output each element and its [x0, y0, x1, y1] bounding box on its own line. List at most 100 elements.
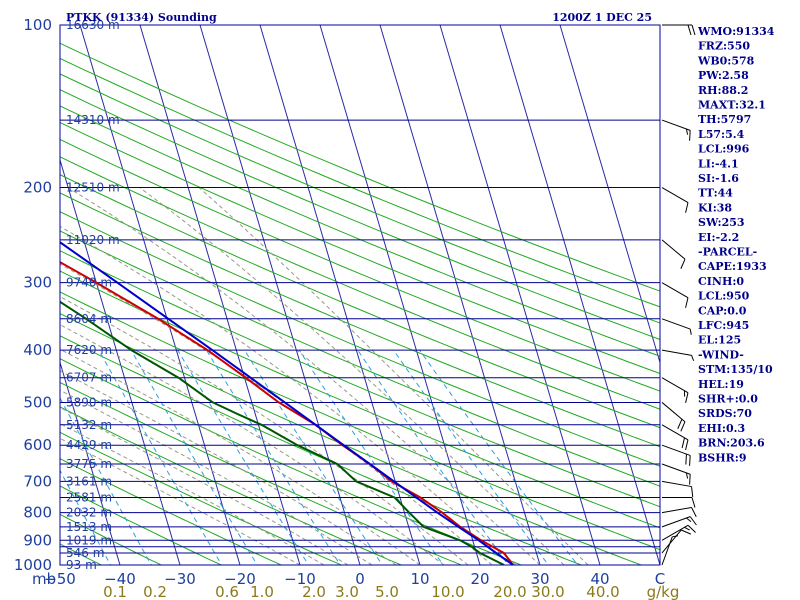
height-label: 16630 m	[66, 18, 120, 32]
wind-barb	[662, 497, 696, 508]
temperature-tick-label: 40	[590, 570, 609, 588]
height-label: 8604 m	[66, 312, 112, 326]
height-label: 14310 m	[66, 113, 120, 127]
height-label: 6707 m	[66, 371, 112, 385]
temperature-tick-label: −10	[284, 570, 316, 588]
mixing-ratio-line	[130, 349, 258, 565]
dewpoint-trace	[60, 300, 505, 565]
stability-index: TH:5797	[698, 113, 751, 126]
stability-index: HEL:19	[698, 378, 744, 391]
wind-barb-staff	[661, 424, 689, 441]
stability-index: -PARCEL-	[698, 246, 757, 259]
stability-index: SI:-1.6	[698, 172, 739, 185]
pressure-label: 700	[23, 472, 52, 490]
wind-barbs	[661, 24, 697, 566]
background-grid	[60, 25, 660, 565]
height-label: 2581 m	[66, 491, 112, 505]
stability-index: SW:253	[698, 216, 745, 229]
wind-barb	[661, 349, 695, 361]
parcel-trace	[60, 241, 514, 565]
wind-barb-flag	[680, 258, 686, 269]
mixing-ratio-line	[60, 397, 152, 565]
wind-barb-flag	[691, 507, 697, 518]
dry-adiabat-line	[60, 406, 403, 565]
temperature-tick-label: −40	[104, 570, 136, 588]
stability-index: EI:-2.2	[698, 231, 739, 244]
wind-barb	[662, 24, 696, 36]
stability-index: TT:44	[698, 187, 733, 200]
stability-index: WB0:578	[697, 54, 755, 67]
mixing-ratio-label: 30.0	[531, 583, 564, 600]
temperature-tick-label: −20	[224, 570, 256, 588]
mixing-ratio-label: 5.0	[375, 583, 399, 600]
stability-index: CAPE:1933	[698, 260, 767, 273]
wind-barb-flag	[691, 486, 694, 497]
mixing-ratio-label: 40.0	[586, 583, 619, 600]
wind-barb	[661, 119, 691, 141]
stability-index: CINH:0	[698, 275, 744, 288]
wind-barb	[661, 282, 689, 308]
wind-barb-staff	[661, 187, 689, 203]
mixing-ratio-line	[393, 349, 550, 565]
dry-adiabat-line	[60, 335, 583, 565]
wind-barb-staff	[661, 318, 691, 330]
dry-adiabat-line	[60, 211, 660, 467]
wind-barb-staff	[661, 529, 682, 554]
stability-index: L57:5.4	[698, 128, 745, 141]
dry-adiabat-line	[60, 192, 660, 448]
wind-barb-flag	[691, 497, 696, 508]
pressure-label: 200	[23, 179, 52, 197]
wind-barb-staff	[661, 402, 686, 423]
moist-adiabat-line	[60, 296, 469, 565]
wind-barb-flag	[677, 418, 683, 429]
temperature-tick-label: 0	[355, 570, 365, 588]
height-label: 1513 m	[66, 520, 112, 534]
dry-adiabat-line	[60, 458, 283, 565]
dry-adiabat-line	[60, 250, 660, 508]
mixing-ratio-label: 10.0	[431, 583, 464, 600]
height-label: 5132 m	[66, 418, 112, 432]
wind-barb-staff	[661, 516, 691, 528]
wind-barb-staff	[661, 536, 673, 566]
stability-index: CAP:0.0	[698, 304, 747, 317]
height-label: 7620 m	[66, 343, 112, 357]
dry-adiabat-line	[60, 230, 660, 487]
wind-barb-flag	[685, 392, 689, 404]
wind-barb	[661, 529, 692, 554]
wind-barb-staff	[661, 506, 692, 514]
stability-index: STM:135/10	[698, 363, 773, 376]
wind-barb-staff	[661, 463, 691, 475]
mixing-ratio-label: 20.0	[493, 583, 526, 600]
isotherm-line	[319, 25, 481, 565]
wind-barb-flag	[685, 297, 689, 308]
moist-adiabat-line	[60, 370, 397, 565]
wind-barb-staff	[661, 119, 691, 131]
dry-adiabat-line	[60, 138, 660, 392]
dry-adiabat-line	[60, 291, 660, 551]
wind-barb	[661, 444, 691, 466]
dry-adiabat-line	[60, 381, 463, 565]
dry-adiabat-line	[60, 431, 343, 565]
wind-barb-flag	[685, 472, 689, 479]
dry-adiabat-line	[60, 270, 660, 529]
wind-barb-staff	[661, 239, 686, 260]
wind-barb	[661, 424, 689, 451]
mixing-ratio-label: 0.1	[103, 583, 127, 600]
mixing-ratio-label: g/kg	[647, 583, 680, 600]
dry-adiabat-line	[60, 485, 223, 565]
moist-adiabat-line	[60, 324, 445, 565]
wind-barb-flag	[687, 524, 696, 533]
mixing-ratio-line	[298, 349, 444, 565]
pressure-label: 100	[23, 16, 52, 34]
wind-barb-flag	[685, 454, 687, 465]
dry-adiabat-line	[60, 513, 163, 565]
mixing-ratio-line	[357, 349, 509, 565]
moist-adiabat-line	[60, 389, 373, 565]
stability-index: BRN:203.6	[698, 437, 765, 450]
stability-index: KI:38	[698, 201, 732, 214]
mixing-ratio-label: 1.0	[250, 583, 274, 600]
isotherm-line	[499, 25, 660, 565]
